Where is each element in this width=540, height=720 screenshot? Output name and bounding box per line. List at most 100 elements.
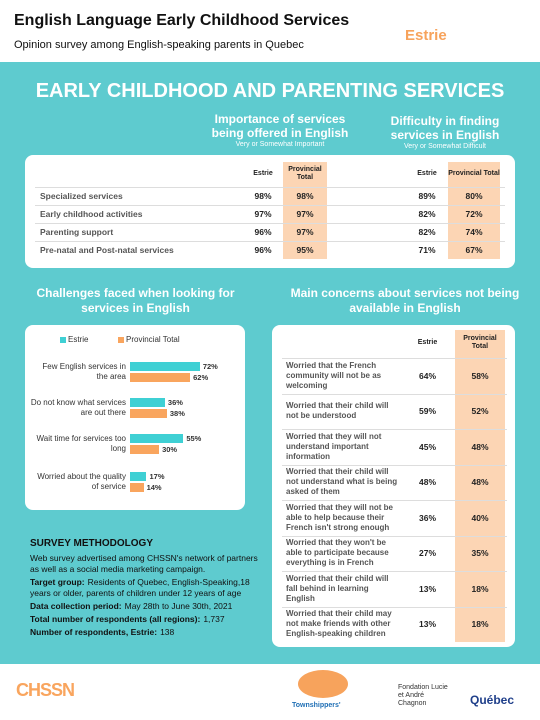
row-label: Worried that the French community will n… <box>286 360 382 390</box>
logo: Fondation Lucie et André Chagnon <box>398 684 448 707</box>
challenges-title: Challenges faced when looking for servic… <box>36 286 235 315</box>
row-separator <box>282 606 507 608</box>
item-label: Target group: <box>30 577 85 587</box>
category-label: Worried about the quality of service <box>37 472 126 491</box>
importance-note: Very or Somewhat Important <box>235 141 325 148</box>
bar-label: 55% <box>186 434 202 443</box>
subtitle: Opinion survey among English-speaking pa… <box>14 39 304 51</box>
row-separator <box>282 429 507 430</box>
bar-label: 72% <box>202 362 218 371</box>
item-text: 138 <box>160 627 175 637</box>
row-label: Worried that their child may not make fr… <box>286 609 392 639</box>
row-label: Worried that they will not understand im… <box>286 431 382 461</box>
cell-value: 97% <box>296 227 314 237</box>
row-label: Worried that their child will not be und… <box>286 401 389 421</box>
bar <box>130 409 167 418</box>
logo: Québec <box>470 693 515 707</box>
cell-value: 80% <box>465 191 483 201</box>
column-header: Estrie <box>417 170 437 177</box>
bar-label: 14% <box>146 483 162 492</box>
difficulty-heading: Difficulty in finding services in Englis… <box>390 114 500 142</box>
methodology: SURVEY METHODOLOGY Web survey advertised… <box>30 538 262 638</box>
cell-value: 59% <box>418 406 436 417</box>
row-label: Pre-natal and Post-natal services <box>40 245 174 255</box>
row-separator <box>282 571 507 572</box>
cell-value: 74% <box>465 227 483 237</box>
bar <box>130 434 184 443</box>
banner: EARLY CHILDHOOD AND PARENTING SERVICES <box>35 80 505 102</box>
importance-heading: Importance of services being offered in … <box>211 112 349 140</box>
column-shade <box>448 162 500 259</box>
row-separator <box>282 358 507 359</box>
row-separator <box>282 393 507 395</box>
item-label: Total number of respondents (all regions… <box>30 614 201 624</box>
cell-value: 64% <box>418 370 436 381</box>
cell-value: 40% <box>471 512 489 523</box>
difficulty-note: Very or Somewhat Difficult <box>404 143 486 150</box>
cell-value: 72% <box>465 209 483 219</box>
item-text: Residents of Quebec, English-Speaking,18… <box>30 577 250 598</box>
category-label: Wait time for services too long <box>36 434 126 453</box>
cell-value: 13% <box>418 583 436 594</box>
column-header: Provincial Total <box>288 166 322 181</box>
cell-value: 96% <box>254 227 272 237</box>
logo: CHSSN <box>16 680 75 700</box>
cell-value: 67% <box>465 245 483 255</box>
row-label: Worried that they won't be able to parti… <box>286 538 389 568</box>
row-label: Specialized services <box>40 191 123 201</box>
bar-label: 17% <box>149 472 165 481</box>
row-label: Early childhood activities <box>40 209 143 219</box>
row-label: Worried that they will not be able to he… <box>286 502 393 532</box>
column-header: Estrie <box>253 170 273 177</box>
item-text: May 28th to June 30th, 2021 <box>124 601 233 611</box>
methodology-item: Data collection period: May 28th to June … <box>30 601 262 612</box>
legend-label: Estrie <box>68 335 89 344</box>
cell-value: 35% <box>471 548 489 559</box>
bar-label: 36% <box>167 398 183 407</box>
region: Estrie <box>405 27 447 44</box>
methodology-intro: Web survey advertised among CHSSN's netw… <box>30 553 258 574</box>
cell-value: 52% <box>471 406 489 417</box>
row-separator <box>35 223 505 224</box>
cell-value: 98% <box>254 191 272 201</box>
bar-label: 30% <box>162 445 178 454</box>
legend-label: Provincial Total <box>126 335 180 344</box>
title: English Language Early Childhood Service… <box>14 12 350 29</box>
row-separator <box>282 500 507 501</box>
legend-swatch <box>118 337 124 343</box>
item-label: Data collection period: <box>30 601 122 611</box>
bar-label: 62% <box>193 373 209 382</box>
cell-value: 82% <box>418 227 436 237</box>
cell-value: 97% <box>254 209 272 219</box>
cell-value: 98% <box>296 191 314 201</box>
bar <box>130 362 200 371</box>
column-header: Provincial Total <box>463 335 497 350</box>
methodology-item: Target group: Residents of Quebec, Englis… <box>30 577 262 599</box>
bar <box>130 373 191 382</box>
cell-value: 18% <box>471 583 489 594</box>
cell-value: 13% <box>418 619 436 630</box>
row-separator <box>35 187 505 188</box>
services-panel <box>25 155 515 268</box>
bar-label: 38% <box>169 409 185 418</box>
cell-value: 18% <box>471 619 489 630</box>
concerns-title: Main concerns about services not being a… <box>290 286 520 315</box>
column-header: Estrie <box>417 339 438 346</box>
methodology-item: Number of respondents, Estrie: 138 <box>30 627 262 638</box>
cell-value: 58% <box>471 370 489 381</box>
cell-value: 48% <box>418 477 436 488</box>
legend-swatch <box>60 337 66 343</box>
row-label: Worried that their child will not unders… <box>286 467 398 497</box>
cell-value: 96% <box>254 245 272 255</box>
cell-value: 95% <box>296 245 314 255</box>
row-separator <box>282 535 507 537</box>
cell-value: 89% <box>418 191 436 201</box>
item-label: Number of respondents, Estrie: <box>30 627 158 637</box>
bar <box>130 472 147 481</box>
cell-value: 48% <box>471 477 489 488</box>
column-header: Provincial Total <box>448 170 500 177</box>
cell-value: 27% <box>418 548 436 559</box>
cell-value: 36% <box>418 512 436 523</box>
bar <box>130 483 144 492</box>
